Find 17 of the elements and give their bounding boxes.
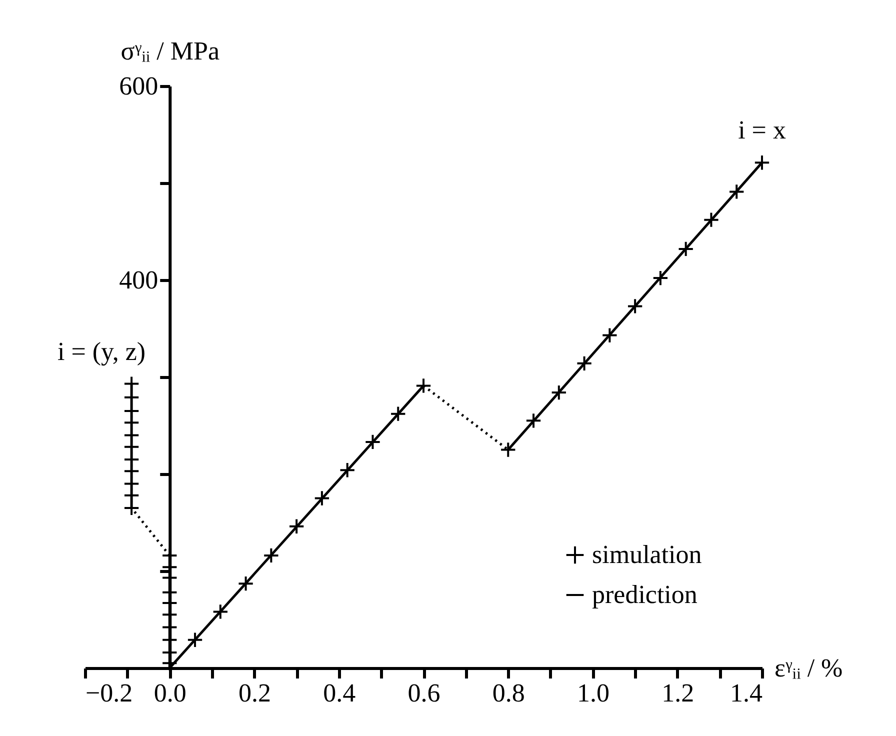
legend-label: simulation [592,540,702,569]
x-tick-label: 0.6 [408,678,440,708]
legend-label: prediction [592,580,698,609]
x-tick-label: −0.2 [86,678,133,708]
x-tick-label: 1.2 [662,678,694,708]
x-axis-title: εᵞᵢᵢ / % [774,654,843,682]
x-tick-label: 0.8 [492,678,525,708]
annotation: i = x [738,116,786,145]
x-tick-label: 0.2 [238,678,271,708]
y-tick-label: 400 [119,266,158,294]
x-tick-label: 0.0 [154,678,186,708]
x-tick-label: 1.4 [730,678,762,708]
annotation: i = (y, z) [57,336,146,366]
y-tick-label: 600 [119,72,158,100]
x-tick-label: 0.4 [323,678,356,708]
x-tick-label: 1.0 [577,678,610,708]
y-axis-title: σᵞᵢᵢ / MPa [120,36,220,66]
